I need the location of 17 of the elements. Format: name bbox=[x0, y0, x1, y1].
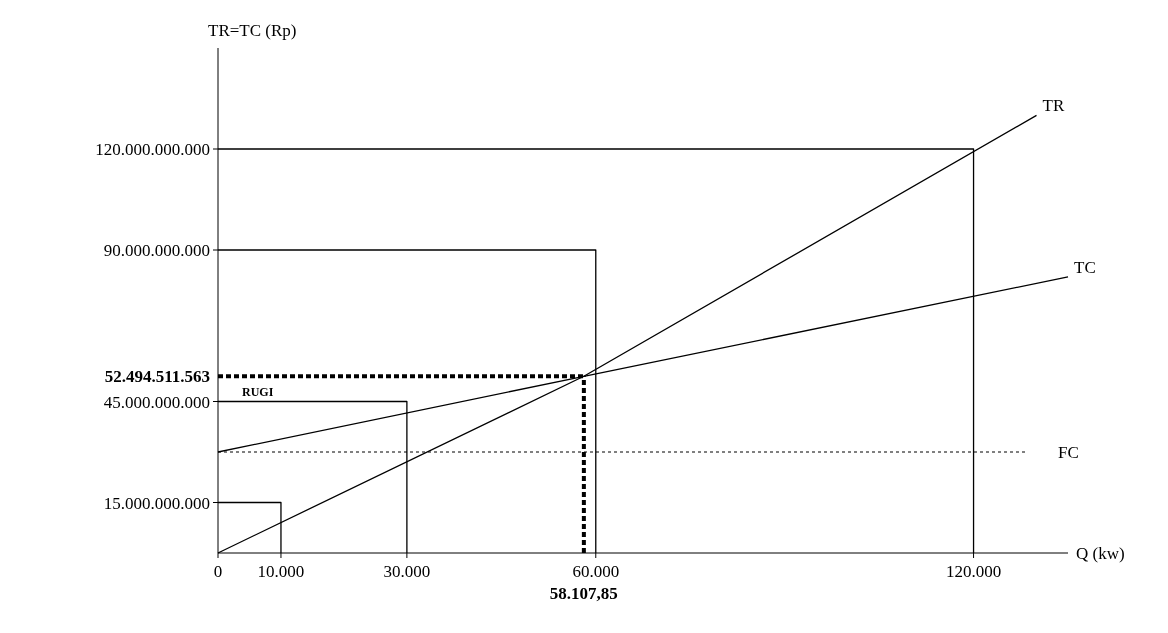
series-label: TC bbox=[1074, 257, 1096, 277]
x-tick-label: 60.000 bbox=[572, 562, 620, 581]
y-tick-label: 15.000.000.000 bbox=[103, 493, 210, 513]
annotation: RUGI bbox=[242, 385, 274, 400]
x-tick-label: 0 bbox=[213, 562, 223, 581]
ref-line-label: 52.494.511.563 bbox=[104, 367, 210, 387]
ref-line-label: 58.107,85 bbox=[549, 584, 618, 603]
x-tick-label: 30.000 bbox=[383, 562, 431, 581]
x-axis-title: Q (kw) bbox=[1076, 544, 1125, 563]
y-axis-title: TR=TC (Rp) bbox=[208, 21, 297, 40]
series-label: TR bbox=[1042, 96, 1065, 116]
y-tick-label: 120.000.000.000 bbox=[95, 140, 210, 159]
y-tick-label: 90.000.000.000 bbox=[103, 241, 210, 260]
y-tick-label: 45.000.000.000 bbox=[103, 392, 210, 412]
x-tick-label: 10.000 bbox=[257, 562, 305, 581]
ref-line-label: FC bbox=[1058, 443, 1079, 462]
x-tick-label: 120.000 bbox=[945, 562, 1002, 581]
